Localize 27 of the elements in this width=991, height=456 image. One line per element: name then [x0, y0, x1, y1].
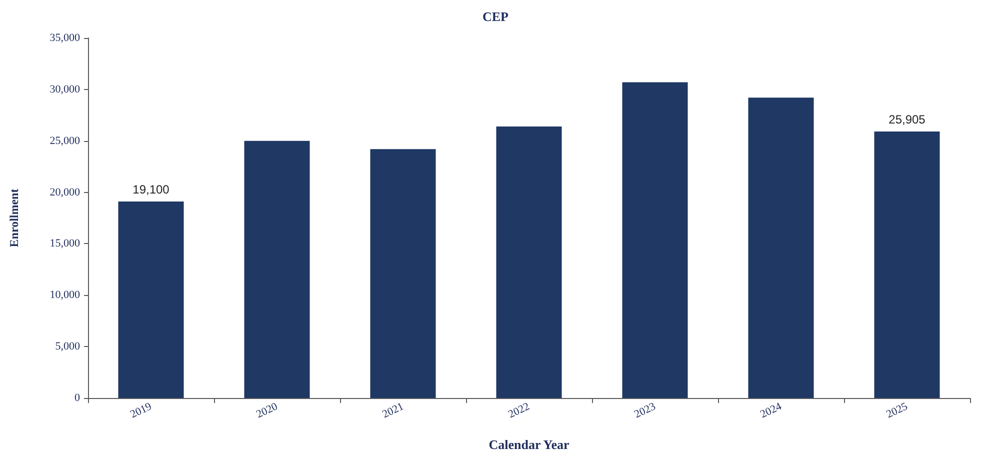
y-tick-label: 30,000 [50, 83, 80, 96]
y-tick-label: 25,000 [50, 134, 80, 147]
data-label: 25,905 [888, 112, 926, 127]
x-tick-label: 2024 [758, 400, 784, 421]
x-tick-label: 2022 [506, 400, 532, 421]
y-tick-label: 5,000 [55, 340, 80, 353]
x-tick-label: 2020 [254, 400, 280, 421]
bar [748, 98, 814, 398]
data-label: 19,100 [132, 182, 170, 197]
y-axis-title: Enrollment [7, 188, 21, 248]
x-axis-title: Calendar Year [488, 437, 570, 452]
bar [244, 140, 310, 398]
chart-title: CEP [482, 9, 509, 24]
bar [622, 82, 688, 398]
x-tick-label: 2021 [380, 400, 406, 421]
x-tick-label: 2023 [632, 400, 658, 421]
y-tick-label: 0 [74, 392, 80, 404]
bar [496, 126, 562, 398]
bar [370, 149, 436, 398]
bar [874, 132, 940, 398]
y-tick-label: 10,000 [50, 289, 80, 302]
bar [118, 202, 184, 398]
y-tick-label: 20,000 [50, 186, 80, 198]
y-tick-label: 35,000 [50, 32, 80, 44]
x-tick-label: 2025 [884, 400, 910, 421]
y-tick-label: 15,000 [50, 238, 80, 250]
x-tick-label: 2019 [128, 400, 154, 421]
